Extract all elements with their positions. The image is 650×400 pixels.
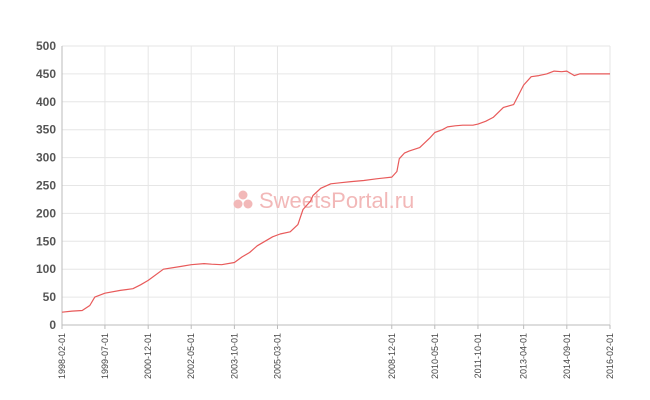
series bbox=[61, 70, 610, 313]
x-tick-label: 2014-09-01 bbox=[562, 333, 572, 379]
x-tick-label: 2013-04-01 bbox=[519, 333, 529, 379]
y-tick-label: 250 bbox=[36, 179, 56, 193]
y-tick-label: 350 bbox=[36, 123, 56, 137]
watermark: SweetsPortal.ru bbox=[233, 188, 414, 213]
x-tick-label: 2011-10-01 bbox=[473, 333, 483, 378]
candy-dots-icon bbox=[233, 190, 253, 209]
y-tick-label: 450 bbox=[36, 67, 56, 81]
series-line bbox=[61, 70, 610, 313]
y-tick-label: 500 bbox=[36, 39, 56, 53]
x-tick-label: 2016-02-01 bbox=[605, 333, 615, 379]
x-tick-label: 2005-03-01 bbox=[272, 333, 282, 379]
y-tick-label: 150 bbox=[36, 234, 56, 248]
watermark-text: SweetsPortal.ru bbox=[259, 188, 414, 213]
x-axis-ticks: 1998-02-01 1999-07-01 2000-12-01 2002-05-01… bbox=[57, 333, 615, 379]
x-tick-label: 1999-07-01 bbox=[100, 333, 110, 379]
y-tick-label: 100 bbox=[36, 262, 56, 276]
x-tick-label: 1998-02-01 bbox=[57, 333, 67, 379]
y-tick-label: 200 bbox=[36, 206, 56, 220]
y-tick-label: 50 bbox=[43, 290, 57, 304]
y-tick-label: 400 bbox=[36, 95, 56, 109]
x-tick-label: 2010-05-01 bbox=[430, 333, 440, 379]
axes bbox=[61, 46, 611, 329]
x-tick-label: 2002-05-01 bbox=[186, 333, 196, 379]
y-tick-label: 300 bbox=[36, 151, 56, 165]
x-tick-label: 2008-12-01 bbox=[387, 333, 397, 379]
y-tick-label: 0 bbox=[49, 318, 56, 332]
y-axis-ticks: 0 50 100 150 200 250 300 350 400 450 500 bbox=[36, 39, 56, 332]
x-tick-label: 2000-12-01 bbox=[143, 333, 153, 379]
x-tick-label: 2003-10-01 bbox=[229, 333, 239, 379]
